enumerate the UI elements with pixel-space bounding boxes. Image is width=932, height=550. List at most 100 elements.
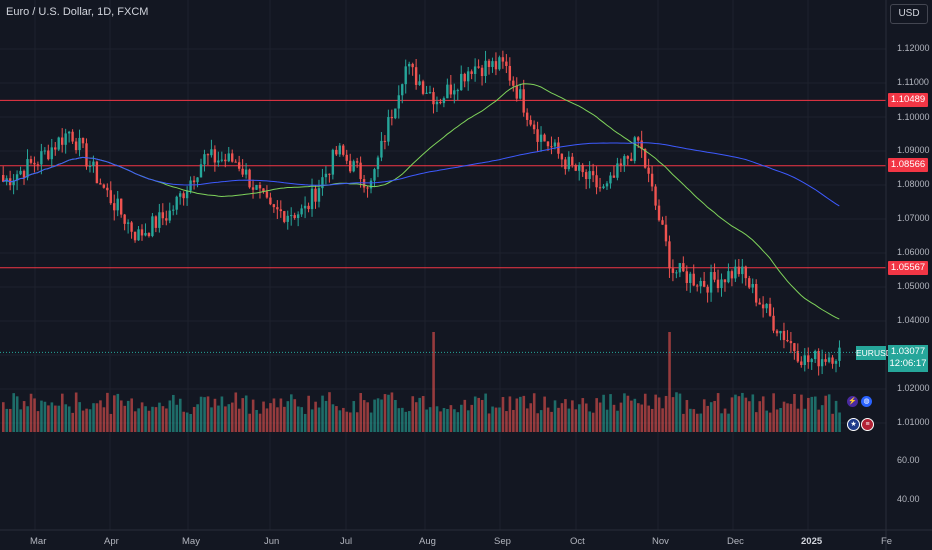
volume-bar bbox=[567, 408, 571, 432]
volume-bar bbox=[716, 393, 720, 432]
volume-bar bbox=[265, 408, 269, 432]
candle-body bbox=[251, 187, 255, 190]
candle-body bbox=[92, 161, 95, 167]
candle-body bbox=[71, 131, 74, 142]
volume-bar bbox=[706, 405, 710, 432]
candle-body bbox=[213, 149, 217, 163]
volume-bar bbox=[203, 397, 206, 432]
candle-body bbox=[460, 73, 463, 91]
currency-selector[interactable]: USD bbox=[890, 4, 928, 24]
time-tick: Aug bbox=[419, 536, 436, 547]
volume-bar bbox=[33, 398, 36, 432]
volume-bar bbox=[369, 412, 373, 432]
candle-body bbox=[137, 229, 140, 241]
volume-bar bbox=[296, 406, 300, 432]
candle-body bbox=[203, 154, 206, 165]
price-tick: 1.02000 bbox=[897, 383, 930, 393]
candle-body bbox=[616, 163, 619, 178]
flag-us-icon[interactable]: ≡ bbox=[861, 418, 874, 431]
volume-bar bbox=[699, 413, 703, 432]
level-label[interactable]: 1.10489 bbox=[888, 93, 928, 107]
candle-body bbox=[546, 141, 550, 147]
price-tick: 1.10000 bbox=[897, 112, 930, 122]
globe-icon[interactable]: ◍ bbox=[861, 396, 872, 407]
time-tick: Jun bbox=[264, 536, 280, 547]
volume-bar bbox=[550, 411, 553, 432]
volume-bar bbox=[553, 400, 557, 432]
volume-bar bbox=[779, 407, 782, 432]
volume-bar bbox=[258, 413, 262, 432]
volume-bar bbox=[8, 408, 12, 432]
candle-body bbox=[772, 315, 775, 331]
candle-body bbox=[376, 157, 380, 170]
lightning-icon[interactable]: ⚡ bbox=[847, 396, 858, 407]
candle-body bbox=[789, 341, 793, 344]
volume-bar bbox=[734, 394, 737, 432]
volume-bar bbox=[543, 396, 546, 432]
candle-body bbox=[317, 188, 321, 202]
candle-body bbox=[355, 161, 359, 163]
candle-body bbox=[463, 73, 466, 82]
volume-bar bbox=[57, 405, 61, 432]
candle-body bbox=[661, 220, 664, 225]
volume-bar bbox=[751, 394, 755, 432]
volume-bar bbox=[321, 395, 324, 432]
volume-bar bbox=[314, 401, 317, 432]
candle-body bbox=[29, 159, 33, 163]
candle-body bbox=[172, 209, 175, 211]
flag-eu-icon[interactable]: ★ bbox=[847, 418, 860, 431]
chart-title: Euro / U.S. Dollar, 1D, FXCM bbox=[6, 6, 149, 18]
candle-body bbox=[668, 241, 671, 269]
candle-body bbox=[324, 173, 328, 178]
volume-bar bbox=[584, 403, 588, 432]
volume-bar bbox=[317, 407, 321, 432]
volume-bar bbox=[775, 409, 779, 432]
candle-body bbox=[435, 101, 439, 105]
candle-body bbox=[404, 66, 407, 85]
price-tick: 1.12000 bbox=[897, 43, 930, 53]
candle-body bbox=[827, 357, 831, 362]
volume-bar bbox=[78, 402, 81, 432]
candle-body bbox=[50, 147, 53, 160]
volume-bar bbox=[40, 400, 43, 432]
volume-bar bbox=[147, 410, 151, 432]
volume-bar bbox=[210, 407, 213, 432]
volume-bar bbox=[782, 401, 786, 432]
volume-bar bbox=[491, 406, 494, 432]
candle-body bbox=[571, 156, 574, 165]
volume-bar bbox=[19, 409, 22, 432]
volume-bar bbox=[244, 395, 248, 432]
volume-bar bbox=[352, 401, 356, 432]
volume-bar bbox=[560, 403, 564, 432]
volume-bar bbox=[411, 396, 415, 432]
candle-body bbox=[300, 208, 303, 215]
candle-body bbox=[328, 173, 331, 175]
volume-bar bbox=[376, 398, 380, 432]
volume-bar bbox=[74, 392, 78, 432]
candle-body bbox=[290, 215, 293, 217]
candle-body bbox=[15, 174, 19, 181]
candle-body bbox=[734, 266, 737, 279]
candle-body bbox=[564, 159, 567, 170]
candle-body bbox=[296, 214, 300, 219]
candle-body bbox=[335, 149, 338, 155]
time-tick: Apr bbox=[104, 536, 119, 547]
level-label[interactable]: 1.05567 bbox=[888, 261, 928, 275]
candle-body bbox=[522, 89, 525, 113]
volume-bar bbox=[272, 398, 276, 432]
volume-bar bbox=[178, 398, 182, 432]
candle-body bbox=[401, 84, 404, 96]
candle-body bbox=[623, 156, 626, 166]
volume-bar bbox=[463, 399, 467, 432]
symbol-label: EURUSD bbox=[856, 346, 892, 360]
volume-bar bbox=[307, 395, 310, 432]
price-tick: 1.11000 bbox=[897, 77, 929, 87]
volume-bar bbox=[754, 412, 758, 432]
volume-bar bbox=[595, 398, 598, 432]
candle-body bbox=[258, 184, 262, 189]
volume-bar bbox=[793, 393, 796, 432]
volume-bar bbox=[713, 400, 716, 432]
horizontal-levels[interactable] bbox=[0, 99, 886, 269]
level-label[interactable]: 1.08566 bbox=[888, 158, 928, 172]
